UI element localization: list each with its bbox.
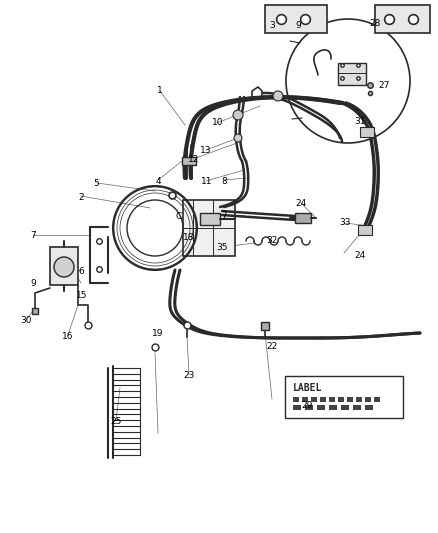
Bar <box>182 157 195 165</box>
Text: LABEL: LABEL <box>292 383 321 393</box>
Text: 35: 35 <box>215 244 227 252</box>
Bar <box>292 405 300 410</box>
Text: 6: 6 <box>78 268 84 276</box>
Text: 5: 5 <box>93 180 99 188</box>
Text: 18: 18 <box>183 233 194 241</box>
Text: 4: 4 <box>155 177 160 185</box>
Text: 24: 24 <box>353 252 365 260</box>
Bar <box>364 397 370 402</box>
Text: 10: 10 <box>211 118 223 127</box>
Circle shape <box>233 134 241 142</box>
Text: 13: 13 <box>199 146 211 155</box>
Bar <box>284 376 402 418</box>
Text: 33: 33 <box>338 219 350 227</box>
Bar <box>316 405 324 410</box>
Text: 24: 24 <box>294 199 306 208</box>
Bar <box>50 247 78 285</box>
Text: 23: 23 <box>183 372 194 380</box>
Bar <box>304 405 312 410</box>
Text: 19: 19 <box>152 329 163 337</box>
Text: 28: 28 <box>369 20 380 28</box>
Text: 27: 27 <box>378 81 389 90</box>
Text: 16: 16 <box>62 333 74 341</box>
Bar <box>301 397 307 402</box>
Text: C: C <box>176 212 182 221</box>
Bar <box>265 5 326 33</box>
Text: 11: 11 <box>200 177 212 185</box>
Bar <box>357 225 371 235</box>
Bar <box>340 405 348 410</box>
Bar <box>337 397 343 402</box>
Bar <box>373 397 379 402</box>
Text: 31: 31 <box>353 117 365 126</box>
Bar <box>346 397 352 402</box>
Bar <box>364 405 372 410</box>
Bar <box>328 405 336 410</box>
Text: 2: 2 <box>78 193 84 201</box>
Bar <box>337 63 365 85</box>
Bar <box>374 5 429 33</box>
Bar <box>359 127 373 137</box>
Text: 1: 1 <box>157 86 163 95</box>
Circle shape <box>54 257 74 277</box>
Bar <box>352 405 360 410</box>
Text: 22: 22 <box>266 342 277 351</box>
Bar <box>294 213 310 223</box>
Bar <box>200 213 219 225</box>
Text: 3: 3 <box>268 21 275 30</box>
Bar <box>328 397 334 402</box>
Text: 32: 32 <box>266 237 277 245</box>
Text: 8: 8 <box>220 177 226 185</box>
Text: 29: 29 <box>301 401 312 409</box>
Circle shape <box>272 91 283 101</box>
Bar <box>310 397 316 402</box>
Text: 12: 12 <box>187 156 198 164</box>
Text: 15: 15 <box>75 292 87 300</box>
Text: 7: 7 <box>220 211 226 220</box>
Text: 30: 30 <box>21 317 32 325</box>
Circle shape <box>233 110 243 120</box>
Bar <box>183 200 234 256</box>
Bar <box>319 397 325 402</box>
Bar <box>355 397 361 402</box>
Text: 9: 9 <box>295 21 301 30</box>
Bar <box>292 397 298 402</box>
Text: 7: 7 <box>30 231 36 240</box>
Text: 25: 25 <box>110 417 122 425</box>
Text: 9: 9 <box>30 279 36 288</box>
